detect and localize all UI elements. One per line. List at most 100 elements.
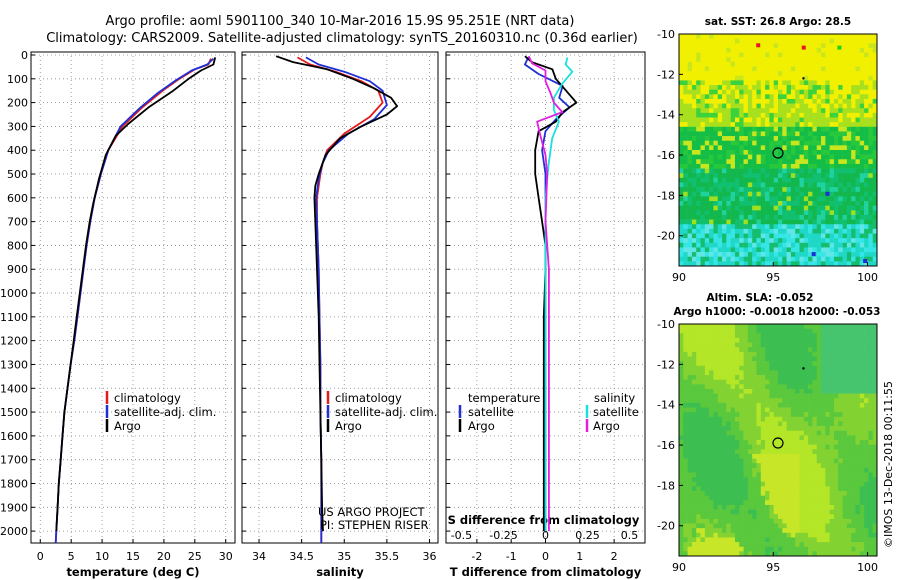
map-cell <box>833 196 839 202</box>
map-cell <box>864 108 869 114</box>
map-cell <box>709 43 714 49</box>
map-cell <box>765 224 770 230</box>
map-cell <box>851 126 856 132</box>
map-cell <box>872 145 878 151</box>
map-cell <box>786 71 792 77</box>
map-cell <box>825 108 830 114</box>
map-cell <box>760 140 766 146</box>
map-cell <box>825 228 830 234</box>
map-cell <box>803 117 809 123</box>
map-cell <box>726 463 731 469</box>
map-cell <box>691 89 697 95</box>
map-cell <box>829 159 835 165</box>
map-cell <box>765 173 770 179</box>
map-cell <box>691 458 697 464</box>
map-cell <box>786 126 792 132</box>
x-tick-label: 35 <box>337 550 351 563</box>
map-cell <box>842 182 848 188</box>
map-cell <box>795 191 800 197</box>
map-cell <box>851 449 856 455</box>
map-cell <box>700 38 706 44</box>
map-cell <box>812 261 818 267</box>
map-cell <box>829 98 835 104</box>
map-cell <box>765 509 770 515</box>
map-cell <box>769 191 774 197</box>
map-cell <box>799 159 805 165</box>
map-cell <box>704 201 710 206</box>
map-cell <box>743 504 749 510</box>
map-cell <box>734 486 740 492</box>
map-cell <box>683 126 688 132</box>
map-cell <box>864 518 869 524</box>
map-cell <box>696 537 701 543</box>
map-cell <box>812 136 818 142</box>
map-cell <box>700 173 706 179</box>
map-cell <box>722 168 727 174</box>
map-cell <box>833 177 839 183</box>
map-cell <box>769 467 774 473</box>
map-cell <box>829 112 835 118</box>
map-cell <box>803 150 809 155</box>
map-cell <box>709 187 714 193</box>
map-cell <box>786 98 792 104</box>
map-cell <box>821 150 826 155</box>
map-cell <box>838 187 843 193</box>
map-cell <box>756 163 762 169</box>
map-cell <box>713 477 719 483</box>
map-cell <box>696 34 701 39</box>
map-cell <box>816 154 822 160</box>
map-cell <box>799 247 805 253</box>
map-cell <box>855 407 861 413</box>
map-cell <box>739 47 744 53</box>
map-cell <box>769 261 774 267</box>
map-cell <box>786 347 792 353</box>
map-cell <box>679 449 684 455</box>
map-cell <box>786 57 792 63</box>
map-cell <box>846 342 852 348</box>
map-cell <box>765 518 770 524</box>
map-cell <box>851 518 856 524</box>
map-cell <box>868 337 873 343</box>
map-cell <box>700 89 706 95</box>
map-cell <box>700 85 706 90</box>
map-cell <box>773 126 779 132</box>
map-y-tick-label: -20 <box>657 230 675 243</box>
map-cell <box>829 38 835 44</box>
map-cell <box>713 342 719 348</box>
map-y-tick-label: -16 <box>657 149 675 162</box>
map-cell <box>713 444 719 450</box>
map-cell <box>842 486 848 492</box>
map-cell <box>829 504 835 510</box>
map-cell <box>808 324 813 329</box>
map-cell <box>769 402 774 408</box>
map-cell <box>756 108 762 114</box>
map-cell <box>683 532 688 538</box>
map-cell <box>872 219 878 225</box>
map-cell <box>812 509 818 515</box>
map-cell <box>855 523 861 529</box>
map-cell <box>838 85 843 90</box>
map-cell <box>700 440 706 445</box>
map-cell <box>782 528 787 534</box>
map-cell <box>838 122 843 128</box>
map-cell <box>859 486 865 492</box>
map-cell <box>713 486 719 492</box>
map-cell <box>825 333 830 339</box>
map-cell <box>683 467 688 473</box>
map-cell <box>795 214 800 220</box>
map-cell <box>679 89 684 95</box>
map-cell <box>825 85 830 90</box>
map-cell <box>691 210 697 216</box>
map-cell <box>713 491 719 496</box>
map-cell <box>795 398 800 404</box>
map-cell <box>773 453 779 459</box>
map-cell <box>683 145 688 151</box>
map-cell <box>846 154 852 160</box>
map-cell <box>842 103 848 109</box>
map-cell <box>709 196 714 202</box>
map-cell <box>821 333 826 339</box>
map-cell <box>679 256 684 262</box>
map-cell <box>691 80 697 86</box>
map-cell <box>679 150 684 155</box>
map-cell <box>833 145 839 151</box>
